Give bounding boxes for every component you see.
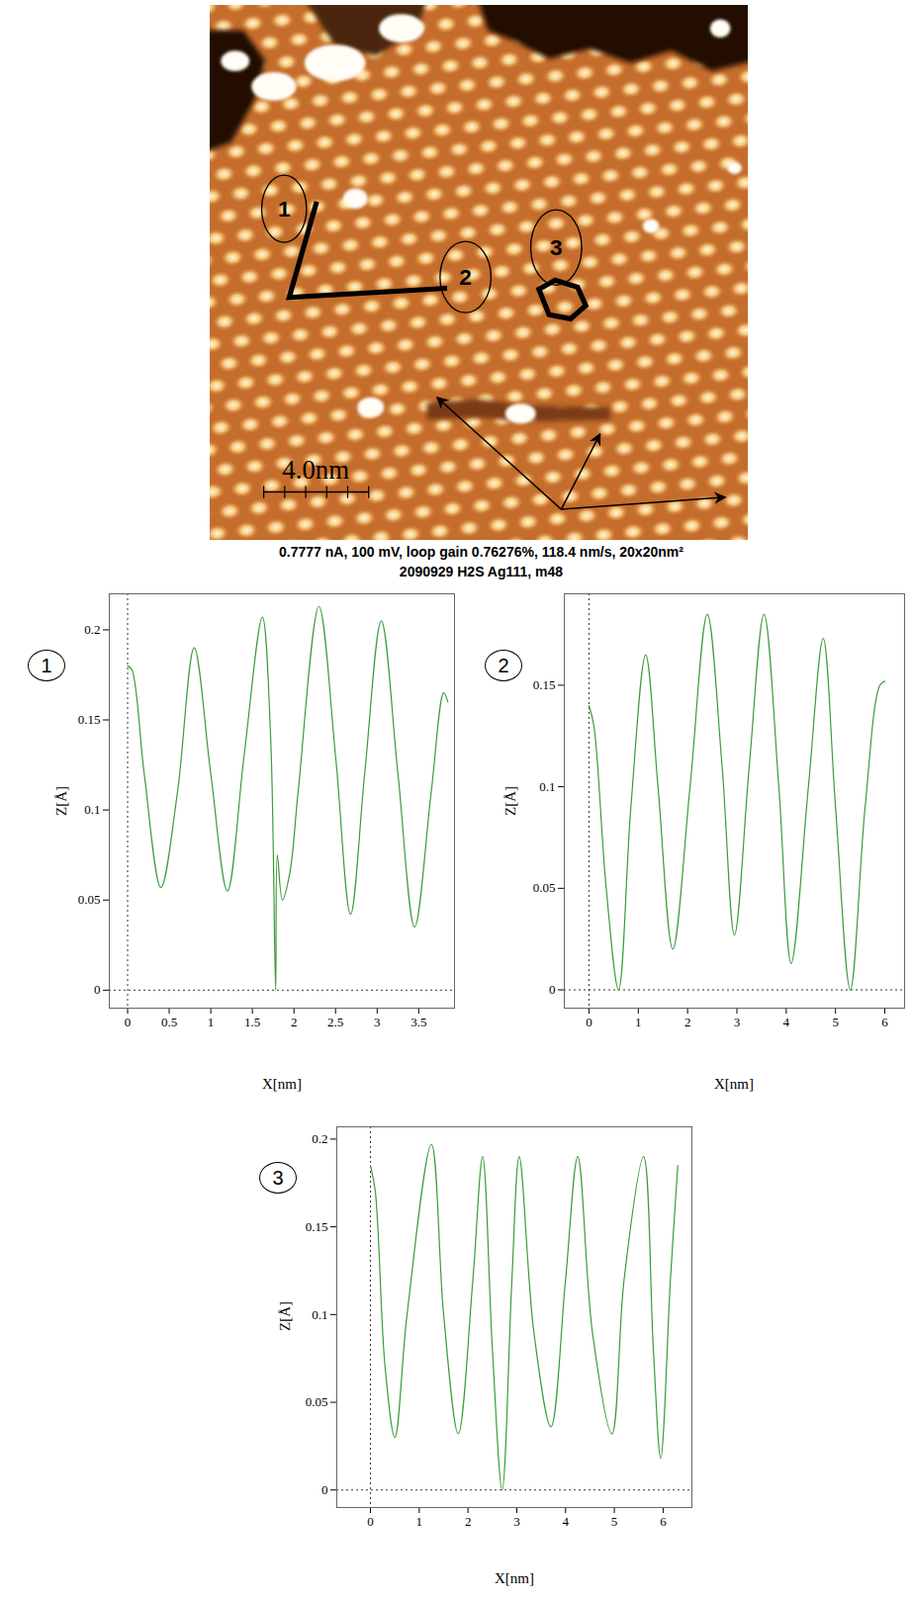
html-text:1: 1	[40, 654, 53, 677]
svg-text:2: 2	[464, 1514, 472, 1530]
svg-text:0.2: 0.2	[84, 622, 100, 638]
svg-text:4: 4	[783, 1014, 791, 1030]
html-text:2090929 H2S Ag111, m48: 2090929 H2S Ag111, m48	[399, 563, 563, 580]
html-text:Z[Å]: Z[Å]	[276, 1301, 293, 1332]
svg-text:1: 1	[207, 1014, 215, 1030]
svg-text:0.15: 0.15	[533, 677, 556, 693]
svg-text:1.5: 1.5	[244, 1014, 261, 1030]
svg-text:3.5: 3.5	[410, 1014, 427, 1030]
svg-text:0.1: 0.1	[84, 802, 100, 818]
svg-text:2.5: 2.5	[327, 1014, 344, 1030]
svg-text:0: 0	[585, 1014, 593, 1030]
svg-text:5: 5	[611, 1514, 619, 1530]
svg-text:6: 6	[659, 1514, 667, 1530]
svg-text:0: 0	[321, 1482, 329, 1498]
svg-text:0.05: 0.05	[78, 892, 101, 908]
svg-text:3: 3	[549, 234, 563, 261]
svg-text:0.15: 0.15	[78, 712, 101, 728]
svg-text:0.15: 0.15	[305, 1219, 329, 1235]
svg-text:2: 2	[684, 1014, 692, 1030]
svg-text:0.05: 0.05	[305, 1394, 329, 1410]
svg-text:1: 1	[416, 1514, 424, 1530]
svg-text:3: 3	[733, 1014, 741, 1030]
svg-text:1: 1	[635, 1014, 642, 1030]
svg-text:0: 0	[124, 1014, 132, 1030]
svg-text:6: 6	[881, 1014, 889, 1030]
svg-text:1: 1	[277, 195, 291, 222]
html-text:X[nm]: X[nm]	[494, 1570, 535, 1587]
svg-text:5: 5	[831, 1014, 839, 1030]
html-text:0.7777 nA, 100 mV, loop gain 0: 0.7777 nA, 100 mV, loop gain 0.76276%, 1…	[279, 544, 684, 560]
svg-text:4.0nm: 4.0nm	[281, 455, 350, 485]
svg-text:0.5: 0.5	[161, 1014, 178, 1030]
svg-text:0.2: 0.2	[311, 1131, 328, 1147]
html-text:X[nm]: X[nm]	[714, 1076, 754, 1093]
svg-text:3: 3	[373, 1014, 381, 1030]
html-text:Z[Å]: Z[Å]	[52, 786, 69, 817]
svg-text:0.1: 0.1	[539, 779, 555, 795]
svg-text:3: 3	[513, 1514, 521, 1530]
svg-text:2: 2	[290, 1014, 298, 1030]
svg-text:2: 2	[458, 264, 472, 290]
svg-text:0.05: 0.05	[533, 880, 556, 896]
html-text:2: 2	[497, 654, 510, 677]
html-text:3: 3	[272, 1167, 284, 1189]
html-text:Z[Å]: Z[Å]	[501, 786, 518, 817]
svg-text:4: 4	[562, 1514, 570, 1530]
svg-text:0: 0	[548, 982, 556, 998]
svg-text:0: 0	[366, 1514, 374, 1530]
html-text:X[nm]: X[nm]	[262, 1076, 302, 1093]
svg-text:0: 0	[93, 982, 101, 998]
svg-text:0.1: 0.1	[311, 1306, 328, 1322]
